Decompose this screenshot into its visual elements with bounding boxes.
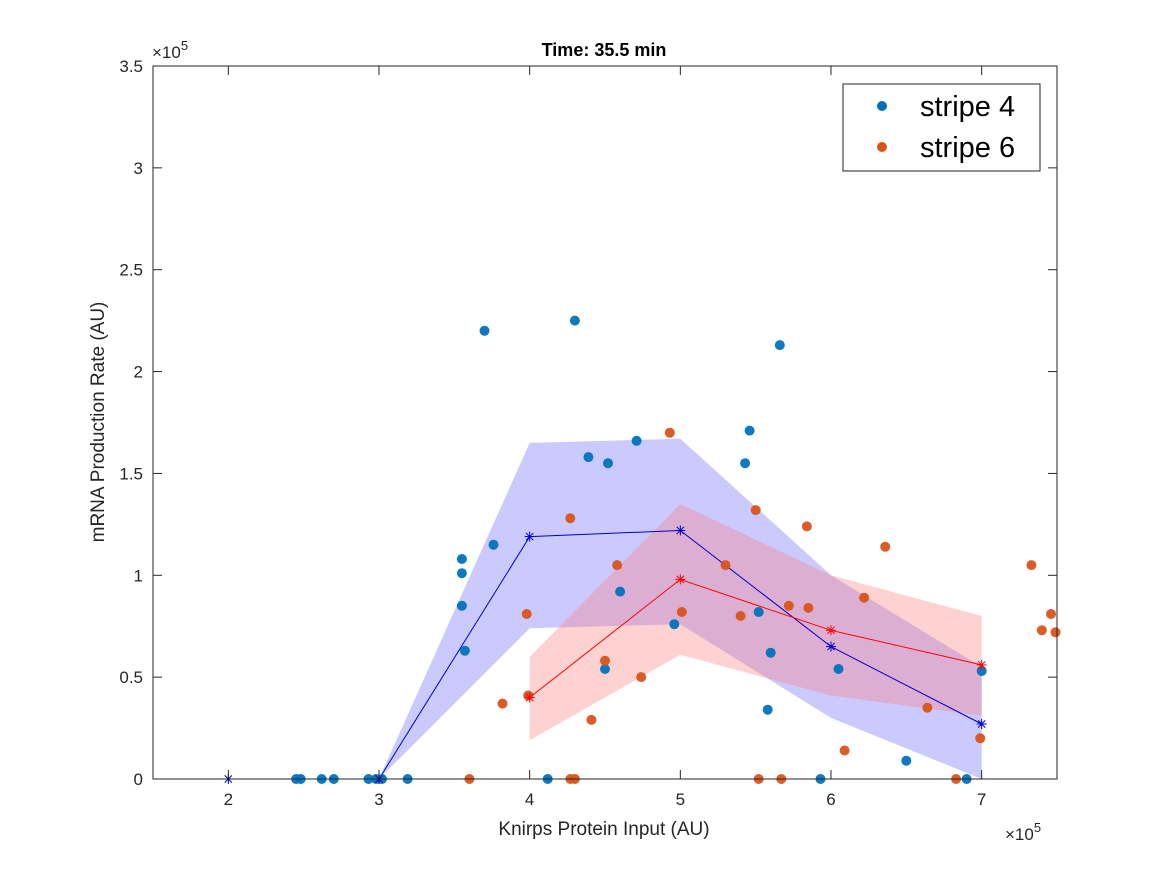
data-point (600, 664, 610, 674)
data-point (976, 666, 987, 676)
data-point (497, 698, 508, 709)
data-point (762, 704, 773, 715)
data-point (612, 560, 623, 571)
data-point (569, 315, 580, 326)
data-point (600, 655, 610, 666)
x-tick-label: 4 (525, 790, 534, 809)
scatter-points (291, 315, 1061, 784)
x-axis-label: Knirps Protein Input (AU) (498, 819, 709, 840)
mean-marker (524, 692, 535, 703)
y-exponent-power: 5 (181, 38, 188, 53)
data-point (744, 425, 755, 436)
plot-frame (152, 65, 1058, 780)
data-point (664, 427, 675, 438)
data-point (801, 521, 812, 532)
mean-marker (976, 659, 987, 670)
data-point (1046, 609, 1056, 619)
y-axis-label: mRNA Production Rate (AU) (88, 302, 109, 543)
data-point (586, 714, 597, 725)
data-point (735, 611, 746, 621)
mean-marker (675, 525, 686, 536)
y-tick-label: 2 (134, 363, 143, 382)
y-tick-label: 1 (134, 566, 143, 585)
y-axis-exponent: ×105 (152, 38, 188, 62)
y-tick-label: 2.5 (119, 261, 143, 280)
data-point (922, 702, 933, 713)
mean-marker (976, 718, 987, 729)
data-point (456, 600, 467, 611)
axis-ticks: 2 3 4 5 6 7 0 0.5 1 1.5 2 2.5 3 3.5 (119, 57, 1057, 809)
legend-box (842, 83, 1041, 172)
x-tick-label: 2 (224, 790, 233, 809)
x-tick-label: 7 (977, 790, 986, 809)
data-point (740, 458, 751, 469)
x-axis-exponent: ×105 (1005, 820, 1041, 844)
axes-box (152, 65, 1058, 780)
legend-marker-stripe-4 (877, 101, 887, 111)
legend-label-stripe-6: stripe 6 (920, 132, 1015, 164)
data-point (975, 733, 986, 744)
data-point (753, 607, 764, 617)
data-point (1036, 625, 1047, 636)
data-point (803, 602, 814, 613)
data-point (636, 672, 647, 683)
data-point (901, 755, 912, 766)
data-point (669, 619, 680, 630)
data-point (521, 609, 532, 619)
y-tick-label: 3 (134, 159, 143, 178)
data-point (765, 647, 776, 658)
mean-marker (675, 574, 686, 585)
x-exponent-base: ×10 (1005, 825, 1034, 844)
legend-marker-stripe-6 (877, 142, 887, 152)
data-point (479, 325, 490, 336)
mean-markers (223, 525, 987, 784)
mean-marker (826, 625, 836, 636)
y-tick-label: 3.5 (119, 57, 143, 76)
data-point (676, 607, 687, 617)
data-point (459, 645, 470, 656)
x-tick-label: 3 (374, 790, 383, 809)
mean-line-3 (529, 578, 982, 698)
data-point (1026, 560, 1037, 571)
legend-label-stripe-4: stripe 4 (920, 91, 1015, 123)
y-exponent-base: ×10 (152, 43, 181, 62)
y-tick-label: 0 (134, 770, 143, 789)
data-point (750, 505, 761, 516)
data-point (833, 664, 844, 674)
data-point (720, 560, 731, 571)
x-tick-label: 5 (676, 790, 685, 809)
data-point (859, 592, 870, 603)
data-point (603, 458, 613, 469)
x-tick-label: 6 (826, 790, 835, 809)
data-point (456, 568, 467, 579)
mean-marker (524, 531, 535, 542)
y-tick-label: 0.5 (119, 668, 143, 687)
data-point (565, 513, 576, 524)
data-point (631, 435, 642, 446)
error-band-3 (529, 504, 982, 741)
x-exponent-power: 5 (1034, 820, 1041, 835)
data-point (783, 600, 794, 611)
data-point (583, 452, 594, 463)
shaded-bands (228, 438, 982, 779)
y-tick-label: 1.5 (119, 464, 143, 483)
data-point (1050, 627, 1061, 638)
mean-marker (826, 641, 836, 652)
chart-title: Time: 35.5 min (542, 40, 667, 60)
data-point (880, 541, 891, 552)
error-band-2 (228, 438, 982, 779)
data-point (774, 340, 785, 351)
data-point (488, 539, 499, 550)
data-point (839, 745, 850, 756)
data-point (456, 554, 467, 564)
legend: stripe 4 stripe 6 (842, 83, 1041, 172)
data-point (615, 586, 626, 597)
